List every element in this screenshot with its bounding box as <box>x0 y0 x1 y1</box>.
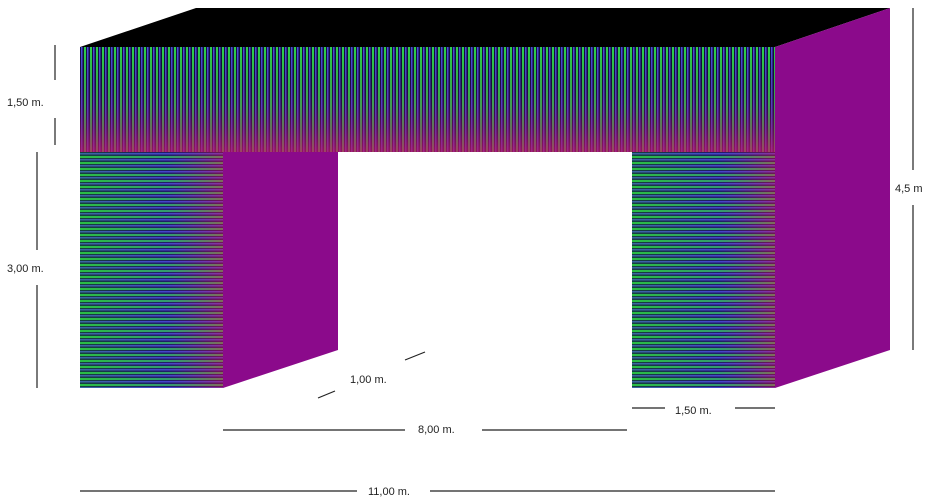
opening-width-label: 8,00 m. <box>418 424 455 436</box>
total-width-label: 11,00 m. <box>368 486 410 498</box>
leg-width-label: 1,50 m. <box>675 405 712 417</box>
leg-height-label: 3,00 m. <box>7 263 44 275</box>
total-height-label: 4,5 m <box>895 183 923 195</box>
lintel-height-label: 1,50 m. <box>7 97 44 109</box>
depth-label: 1,00 m. <box>350 374 387 386</box>
right-side-face <box>775 8 890 388</box>
left-leg-inner-face <box>223 152 338 388</box>
lintel-top-face <box>80 8 890 47</box>
